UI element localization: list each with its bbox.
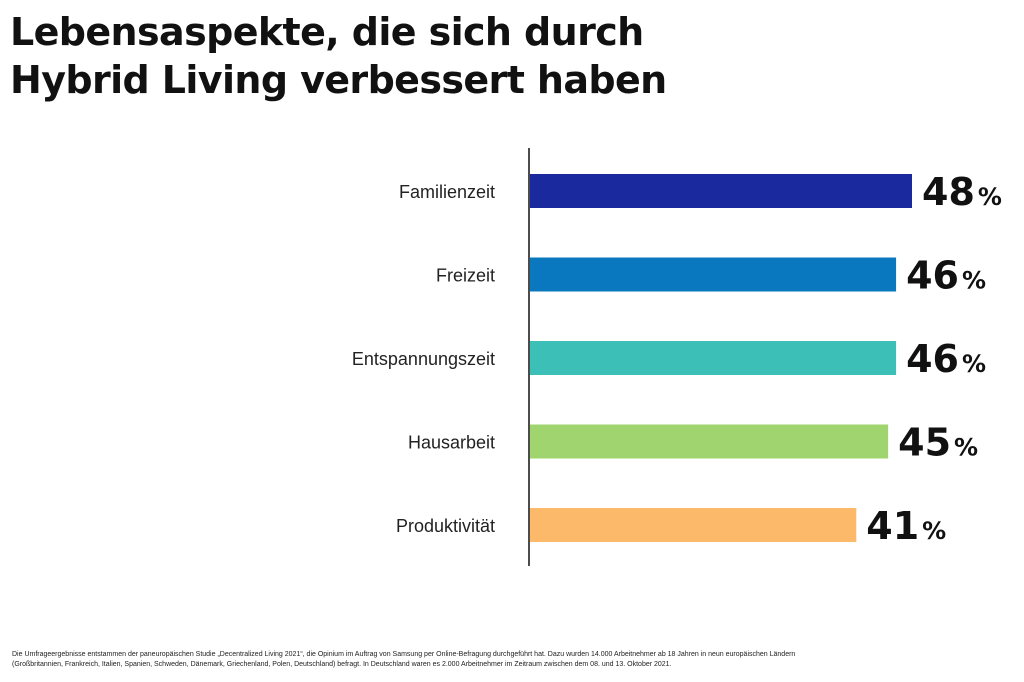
category-label: Hausarbeit [408,433,495,453]
value-label: 45% [898,421,978,465]
title-line-2: Hybrid Living verbessert haben [10,58,667,102]
bar [530,257,897,292]
footnote-line-1: Die Umfrageergebnisse entstammen der pan… [12,651,796,658]
category-label: Familienzeit [399,182,495,202]
value-label: 41% [866,504,946,548]
bar [530,341,897,375]
category-label: Entspannungszeit [352,349,495,369]
value-label: 46% [906,254,986,298]
value-label: 48% [922,170,1002,214]
title-line-1: Lebensaspekte, die sich durch [10,10,644,54]
bar [530,174,912,208]
bar [530,424,889,459]
value-label: 46% [906,337,986,381]
footnote-line-2: (Großbritannien, Frankreich, Italien, Sp… [12,661,672,668]
category-label: Freizeit [436,266,495,286]
bars-group: Familienzeit 48 % Freizeit 46 % Entspannungsze… [352,170,1002,548]
chart-title: Lebensaspekte, die sich durch Hybrid Liv… [10,8,910,104]
category-label: Produktivität [396,516,495,536]
bar [530,508,857,542]
footnote: Die Umfrageergebnisse entstammen der pan… [12,650,1012,670]
bar-chart: Familienzeit 48 % Freizeit 46 % Entspannungsze… [352,148,1002,566]
